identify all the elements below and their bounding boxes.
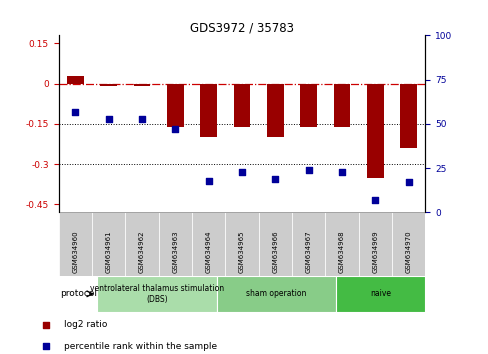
- Bar: [97, 276, 216, 312]
- Point: [238, 169, 245, 175]
- Text: GSM634964: GSM634964: [205, 230, 211, 273]
- Bar: [333, 84, 350, 127]
- Bar: [325, 212, 358, 276]
- Bar: [125, 212, 159, 276]
- Bar: [233, 84, 250, 127]
- Bar: [59, 212, 92, 276]
- Bar: [200, 84, 217, 137]
- Text: GSM634967: GSM634967: [305, 230, 311, 273]
- Bar: [291, 212, 325, 276]
- Point: [371, 197, 379, 203]
- Bar: [266, 84, 283, 137]
- Bar: [92, 212, 125, 276]
- Bar: [358, 212, 391, 276]
- Point: [42, 343, 50, 349]
- Text: GSM634969: GSM634969: [372, 230, 378, 273]
- Point: [271, 176, 279, 182]
- Bar: [67, 76, 83, 84]
- Text: naive: naive: [369, 289, 390, 298]
- Title: GDS3972 / 35783: GDS3972 / 35783: [190, 21, 293, 34]
- Bar: [216, 276, 335, 312]
- Text: log2 ratio: log2 ratio: [64, 320, 107, 329]
- Text: ventrolateral thalamus stimulation
(DBS): ventrolateral thalamus stimulation (DBS): [90, 284, 224, 303]
- Bar: [225, 212, 258, 276]
- Text: GSM634960: GSM634960: [72, 230, 78, 273]
- Bar: [133, 84, 150, 86]
- Text: GSM634963: GSM634963: [172, 230, 178, 273]
- Bar: [366, 84, 383, 178]
- Text: protocol: protocol: [60, 289, 97, 298]
- Text: GSM634961: GSM634961: [105, 230, 111, 273]
- Bar: [159, 212, 192, 276]
- Bar: [300, 84, 316, 127]
- Text: GSM634966: GSM634966: [272, 230, 278, 273]
- Text: GSM634968: GSM634968: [338, 230, 345, 273]
- Text: GSM634970: GSM634970: [405, 230, 411, 273]
- Bar: [167, 84, 183, 127]
- Bar: [258, 212, 291, 276]
- Bar: [391, 212, 425, 276]
- Point: [71, 109, 79, 114]
- Text: GSM634962: GSM634962: [139, 230, 145, 273]
- Bar: [192, 212, 225, 276]
- Text: sham operation: sham operation: [245, 289, 306, 298]
- Text: percentile rank within the sample: percentile rank within the sample: [64, 342, 217, 351]
- Point: [138, 116, 145, 121]
- Bar: [400, 84, 416, 148]
- Bar: [100, 84, 117, 86]
- Point: [404, 179, 412, 185]
- Bar: [335, 276, 425, 312]
- Point: [104, 116, 112, 121]
- Point: [338, 169, 346, 175]
- Text: GSM634965: GSM634965: [239, 230, 244, 273]
- Point: [42, 322, 50, 328]
- Point: [204, 178, 212, 183]
- Point: [171, 126, 179, 132]
- Point: [304, 167, 312, 173]
